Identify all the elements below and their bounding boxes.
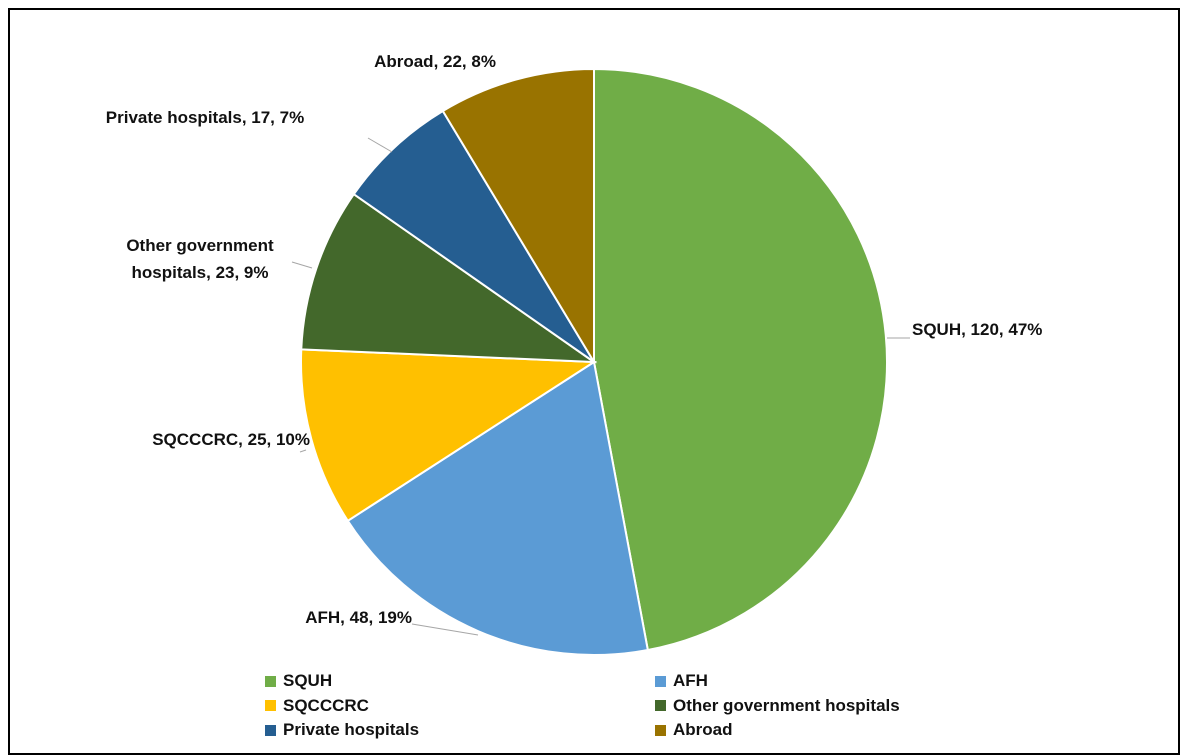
- leader-line: [291, 261, 313, 269]
- data-label: Other government hospitals, 23, 9%: [126, 236, 274, 282]
- legend-swatch: [655, 675, 666, 687]
- pie-slice: [441, 67, 595, 366]
- leader-line: [299, 449, 307, 453]
- legend-swatch: [265, 700, 276, 711]
- data-label: SQCCCRC, 25, 10%: [152, 430, 310, 449]
- legend-item: Abroad: [655, 720, 733, 740]
- legend-item: SQUH: [265, 671, 332, 691]
- legend-swatch: [265, 724, 276, 736]
- leader-line: [411, 623, 479, 636]
- data-label: AFH, 48, 19%: [305, 608, 412, 627]
- pie-slice: [300, 192, 598, 364]
- pie-slice: [593, 67, 888, 652]
- legend-swatch: [655, 700, 666, 711]
- legend-item: SQCCCRC: [265, 696, 369, 716]
- legend-label: Other government hospitals: [673, 695, 900, 715]
- legend-label: AFH: [673, 671, 708, 690]
- legend-label: Private hospitals: [283, 720, 420, 739]
- legend-label: SQUH: [283, 671, 333, 690]
- leader-line: [367, 137, 393, 153]
- legend-swatch: [265, 675, 276, 687]
- pie-slice: [352, 109, 595, 363]
- data-label: SQUH, 120, 47%: [912, 320, 1043, 339]
- legend-item: Private hospitals: [265, 720, 419, 740]
- data-label: Abroad, 22, 8%: [374, 52, 496, 71]
- data-label: Private hospitals, 17, 7%: [105, 108, 305, 127]
- legend-item: AFH: [655, 671, 708, 691]
- legend-label: Abroad: [673, 720, 733, 739]
- legend-swatch: [655, 724, 666, 736]
- legend-item: Other government hospitals: [655, 696, 900, 716]
- legend-label: SQCCCRC: [283, 695, 369, 715]
- pie-slice: [346, 360, 650, 656]
- pie-slice: [300, 348, 598, 523]
